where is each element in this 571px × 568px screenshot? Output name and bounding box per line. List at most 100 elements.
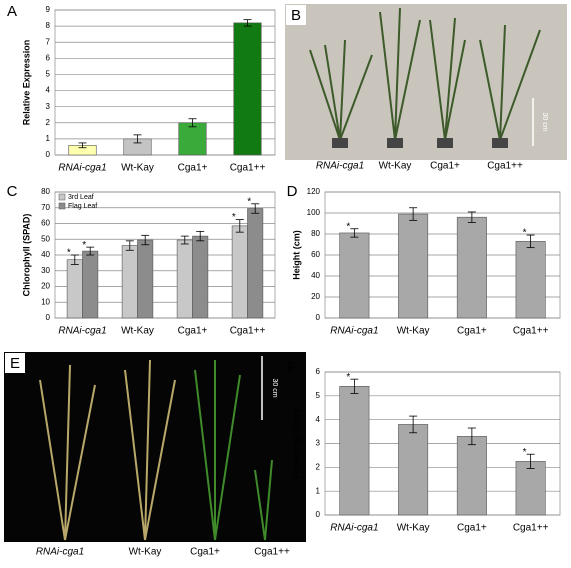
y-tick-label: 5 — [316, 391, 321, 400]
panel-letter: B — [291, 7, 301, 24]
bar — [456, 216, 487, 319]
y-tick-label: 6 — [316, 367, 321, 376]
y-axis-label: Height (cm) — [291, 230, 301, 280]
plant-drawing — [39, 359, 176, 541]
panel-letter: C — [7, 183, 18, 200]
y-tick-label: 0 — [46, 150, 51, 159]
significance-marker: * — [523, 447, 527, 458]
x-tick-label: Cga1+ — [457, 326, 487, 337]
x-tick-label: RNAi-cga1 — [330, 326, 378, 337]
x-tick-label: Cga1+ — [178, 163, 208, 174]
x-tick-label: Cga1+ — [457, 523, 487, 534]
photo-label: RNAi-cga1 — [36, 547, 84, 558]
y-tick-label: 3 — [46, 102, 51, 111]
legend-label: Flag Leaf — [68, 203, 97, 210]
bar — [247, 208, 264, 319]
photo-label: Wt-Kay — [379, 161, 412, 172]
bar — [515, 241, 546, 319]
x-tick-label: Cga1++ — [230, 326, 266, 337]
x-tick-label: Cga1++ — [513, 326, 549, 337]
panel-letter: F — [287, 359, 296, 376]
y-tick-label: 50 — [41, 234, 50, 243]
photo-label: Cga1++ — [254, 547, 290, 558]
y-tick-label: 40 — [311, 271, 320, 280]
photo-label: Cga1+ — [430, 161, 460, 172]
panel-letter: E — [10, 355, 20, 372]
y-tick-label: 0 — [316, 510, 321, 519]
bar — [231, 225, 248, 319]
x-tick-label: Wt-Kay — [121, 163, 154, 174]
significance-marker: * — [232, 212, 236, 223]
significance-marker: * — [82, 240, 86, 251]
y-tick-label: 2 — [46, 118, 51, 127]
bar — [339, 385, 370, 516]
y-tick-label: 9 — [46, 5, 51, 14]
pots — [332, 138, 508, 148]
panel-letter: A — [7, 3, 17, 20]
bar — [121, 245, 138, 319]
bar — [515, 461, 546, 516]
y-tick-label: 70 — [41, 203, 50, 212]
x-tick-label: RNAi-cga1 — [330, 523, 378, 534]
y-tick-label: 4 — [46, 86, 51, 95]
y-tick-label: 1 — [316, 486, 321, 495]
x-tick-label: Cga1+ — [178, 326, 208, 337]
photo-background — [285, 4, 567, 160]
plant-drawing — [309, 7, 541, 141]
x-tick-label: RNAi-cga1 — [58, 326, 106, 337]
y-tick-label: 100 — [307, 208, 321, 217]
y-tick-label: 0 — [46, 313, 51, 322]
significance-marker: * — [67, 248, 71, 259]
letter-box — [5, 353, 25, 373]
y-tick-label: 8 — [46, 21, 51, 30]
photo-label: Cga1++ — [487, 161, 523, 172]
photo-label: Wt-Kay — [129, 547, 162, 558]
x-tick-label: Cga1++ — [513, 523, 549, 534]
bar — [178, 122, 207, 156]
significance-marker: * — [346, 221, 350, 232]
bar — [137, 239, 154, 319]
bar — [233, 22, 262, 156]
bar — [456, 436, 487, 516]
bar — [176, 239, 193, 319]
x-tick-label: Wt-Kay — [397, 523, 430, 534]
photo-e: E RNAi-cga1 Wt-Kay Cga1+ Cga1++ 30 cm — [4, 352, 306, 558]
scale-label: 30 cm — [541, 112, 548, 131]
y-axis-label: Chlorophyll (SPAD) — [21, 214, 31, 297]
panel-letter: D — [287, 183, 298, 200]
y-tick-label: 0 — [316, 313, 321, 322]
significance-marker: * — [346, 372, 350, 383]
legend-label: 3rd Leaf — [68, 194, 94, 201]
bar — [339, 232, 370, 319]
significance-marker: * — [247, 196, 251, 207]
photo-label: RNAi-cga1 — [316, 161, 364, 172]
x-tick-label: Wt-Kay — [121, 326, 154, 337]
letter-box — [286, 5, 306, 25]
y-axis-label: Flowering Tillers — [291, 408, 301, 479]
significance-marker: * — [523, 228, 527, 239]
photo-background — [4, 352, 306, 542]
y-axis-label: Relative Expression — [21, 40, 31, 126]
x-tick-label: Cga1++ — [230, 163, 266, 174]
y-tick-label: 5 — [46, 70, 51, 79]
y-tick-label: 30 — [41, 266, 50, 275]
y-tick-label: 7 — [46, 37, 51, 46]
y-tick-label: 2 — [316, 462, 321, 471]
photo-label: Cga1+ — [190, 547, 220, 558]
y-tick-label: 80 — [311, 229, 320, 238]
y-tick-label: 80 — [41, 187, 50, 196]
x-tick-label: RNAi-cga1 — [58, 163, 106, 174]
y-tick-label: 20 — [41, 282, 50, 291]
bar — [398, 213, 429, 319]
plant-drawing — [194, 360, 273, 541]
y-tick-label: 10 — [41, 297, 50, 306]
legend-swatch — [58, 193, 66, 201]
y-tick-label: 20 — [311, 292, 320, 301]
bar — [66, 259, 83, 319]
y-tick-label: 120 — [307, 187, 321, 196]
y-tick-label: 60 — [41, 219, 50, 228]
legend-swatch — [58, 202, 66, 210]
y-tick-label: 60 — [311, 250, 320, 259]
bar — [398, 424, 429, 516]
y-tick-label: 6 — [46, 53, 51, 62]
